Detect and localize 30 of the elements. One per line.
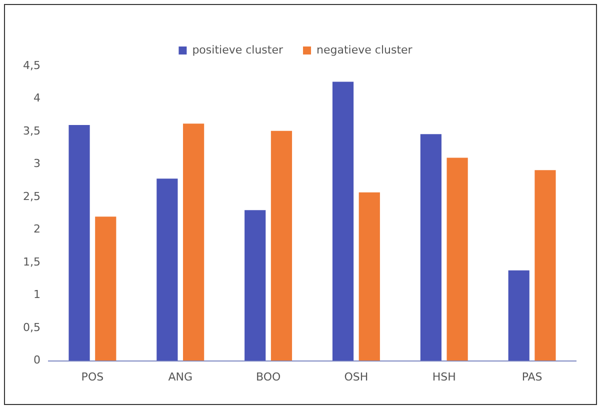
bar (446, 158, 468, 361)
x-tick-label: HSH (432, 370, 456, 384)
y-tick-label: 4,5 (22, 58, 40, 72)
y-tick-label: 4 (33, 92, 40, 105)
x-tick-label: ANG (168, 370, 193, 384)
y-tick-label: 3,5 (22, 124, 40, 138)
y-tick-label: 0,5 (22, 320, 40, 334)
bar (534, 170, 556, 361)
y-tick-label: 3 (33, 157, 40, 170)
y-tick-label: 2,5 (22, 190, 40, 203)
bar (270, 130, 292, 361)
x-tick-label: POS (81, 370, 104, 384)
x-tick-label: OSH (344, 370, 368, 384)
y-tick-label: 0 (33, 354, 40, 367)
y-tick-label: 1,5 (22, 255, 40, 268)
bar (508, 270, 530, 361)
x-tick-label: PAS (522, 370, 542, 384)
x-tick-label: BOO (256, 370, 281, 384)
y-tick-label: 1 (33, 288, 40, 302)
bar (244, 210, 266, 361)
bar (183, 124, 204, 361)
legend-label: positieve cluster (192, 43, 284, 56)
bar (420, 134, 442, 361)
bar (68, 124, 90, 361)
bar (95, 216, 116, 361)
y-tick-label: 2 (33, 222, 40, 236)
bar (358, 192, 380, 361)
bar (332, 82, 354, 361)
legend-label: negatieve cluster (316, 43, 413, 56)
bar (156, 178, 178, 361)
